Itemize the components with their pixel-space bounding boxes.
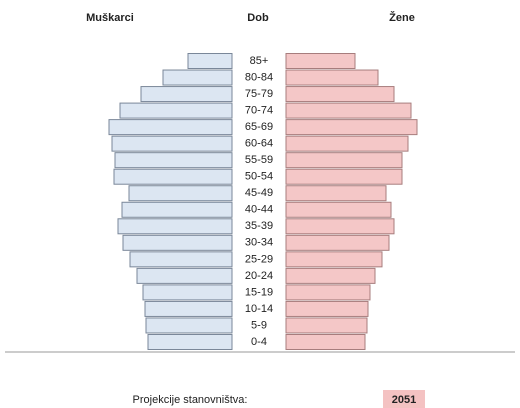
bar bbox=[285, 251, 383, 268]
bar bbox=[117, 218, 233, 235]
bar bbox=[187, 53, 233, 69]
bar bbox=[285, 234, 390, 251]
age-label: 25-29 bbox=[245, 253, 273, 265]
age-label: 30-34 bbox=[245, 237, 273, 249]
age-label: 15-19 bbox=[245, 286, 273, 298]
age-label: 40-44 bbox=[245, 204, 273, 216]
bar bbox=[285, 152, 403, 169]
bar bbox=[285, 300, 369, 317]
center-header: Dob bbox=[247, 12, 269, 24]
bar bbox=[128, 185, 233, 202]
year-box bbox=[383, 390, 425, 408]
age-label: 5-9 bbox=[251, 319, 267, 331]
bar bbox=[129, 251, 233, 268]
age-label: 0-4 bbox=[251, 336, 267, 348]
bar bbox=[113, 168, 233, 185]
bar bbox=[285, 334, 366, 350]
age-label: 10-14 bbox=[245, 303, 273, 315]
bar bbox=[121, 201, 233, 218]
footer-label: Projekcije stanovništva: bbox=[133, 394, 248, 406]
bar bbox=[119, 102, 233, 119]
right-header: Žene bbox=[389, 11, 415, 24]
bar bbox=[108, 119, 233, 136]
bar bbox=[136, 267, 233, 284]
bar bbox=[285, 218, 395, 235]
age-label: 50-54 bbox=[245, 171, 273, 183]
bar bbox=[285, 53, 356, 69]
bar bbox=[285, 86, 395, 103]
age-label: 60-64 bbox=[245, 138, 273, 150]
bar bbox=[162, 69, 233, 86]
bar bbox=[285, 168, 403, 185]
age-label: 55-59 bbox=[245, 154, 273, 166]
bar bbox=[285, 201, 392, 218]
age-label: 70-74 bbox=[245, 104, 273, 116]
bar bbox=[285, 284, 371, 301]
bar bbox=[285, 102, 412, 119]
bar bbox=[285, 317, 368, 334]
age-label: 65-69 bbox=[245, 121, 273, 133]
bar bbox=[122, 234, 233, 251]
age-label: 85+ bbox=[250, 55, 269, 67]
bar bbox=[285, 135, 409, 152]
bar bbox=[142, 284, 233, 301]
bar bbox=[140, 86, 233, 103]
bar bbox=[111, 135, 233, 152]
bar bbox=[147, 334, 233, 350]
bar bbox=[114, 152, 233, 169]
bar bbox=[285, 267, 376, 284]
bar bbox=[144, 300, 233, 317]
age-label: 45-49 bbox=[245, 187, 273, 199]
bar bbox=[145, 317, 233, 334]
age-label: 20-24 bbox=[245, 270, 273, 282]
footer-year: 2051 bbox=[392, 394, 416, 406]
age-label: 75-79 bbox=[245, 88, 273, 100]
age-label: 80-84 bbox=[245, 71, 273, 83]
age-label: 35-39 bbox=[245, 220, 273, 232]
bar bbox=[285, 119, 418, 136]
bar bbox=[285, 69, 379, 86]
bar bbox=[285, 185, 387, 202]
left-header: Muškarci bbox=[86, 12, 134, 24]
